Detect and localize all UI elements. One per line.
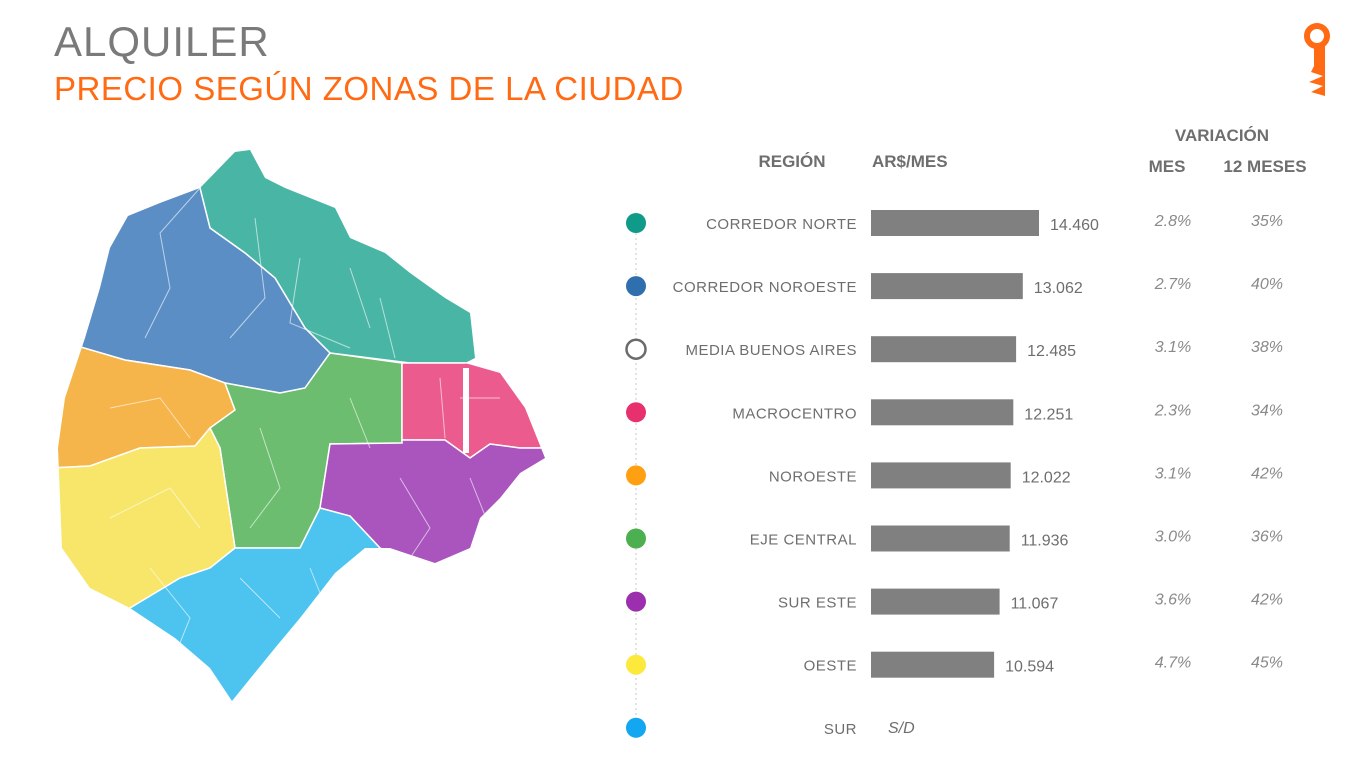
price-value-label: 10.594: [1005, 659, 1054, 676]
month-variation-value: 2.3%: [1154, 402, 1191, 419]
price-value-label: 12.485: [1027, 343, 1076, 360]
year-variation-value: 35%: [1251, 213, 1283, 230]
city-zones-map: [58, 150, 545, 701]
year-variation-value: 42%: [1251, 592, 1283, 609]
map-port-channel: [463, 368, 469, 453]
year-variation-value: 38%: [1251, 339, 1283, 356]
column-header-month: MES: [1149, 157, 1186, 176]
year-variation-value: 34%: [1251, 402, 1283, 419]
price-bar: [871, 399, 1014, 426]
region-label: SUR: [824, 721, 857, 738]
price-bar: [871, 336, 1017, 363]
price-bar: [871, 462, 1011, 489]
price-bar: [871, 273, 1023, 300]
region-marker: [626, 591, 646, 612]
column-header-12-months: 12 MESES: [1223, 157, 1306, 176]
column-header-region: REGIÓN: [758, 152, 825, 171]
price-value-label: 11.067: [1011, 596, 1059, 613]
region-marker: [626, 528, 646, 549]
region-marker: [626, 654, 646, 675]
price-bar: [871, 210, 1039, 236]
price-value-label: 14.460: [1050, 217, 1099, 234]
region-label: OESTE: [804, 658, 857, 675]
map-zones-group: [58, 150, 545, 701]
region-marker: [626, 717, 646, 738]
region-marker: [625, 338, 647, 360]
month-variation-value: 2.7%: [1154, 276, 1191, 293]
price-table-chart: REGIÓN AR$/MES VARIACIÓN MES 12 MESES CORREDO…: [625, 126, 1307, 738]
region-marker: [626, 402, 646, 423]
month-variation-value: 3.6%: [1155, 592, 1191, 609]
month-variation-value: 3.0%: [1155, 529, 1191, 546]
region-label: EJE CENTRAL: [750, 532, 857, 549]
year-variation-value: 40%: [1251, 276, 1283, 293]
month-variation-value: 2.8%: [1154, 213, 1191, 230]
map-borders: [109, 187, 500, 669]
region-label: MEDIA BUENOS AIRES: [685, 342, 857, 359]
region-marker: [626, 276, 646, 297]
region-label: NOROESTE: [769, 468, 857, 485]
region-label: CORREDOR NOROESTE: [673, 279, 857, 296]
region-label: MACROCENTRO: [732, 405, 857, 422]
price-value-label: 11.936: [1021, 533, 1069, 550]
price-value-label: 13.062: [1034, 280, 1083, 297]
page-title: ALQUILER: [54, 18, 270, 65]
year-variation-value: 42%: [1251, 465, 1283, 482]
price-bar: [871, 651, 995, 678]
year-variation-value: 36%: [1251, 529, 1283, 546]
price-value-label: 12.022: [1022, 469, 1071, 486]
column-header-variation: VARIACIÓN: [1175, 126, 1269, 145]
price-value-label: S/D: [888, 720, 915, 737]
year-variation-value: 45%: [1251, 655, 1283, 672]
month-variation-value: 4.7%: [1155, 655, 1191, 672]
price-value-label: 12.251: [1024, 406, 1073, 423]
key-logo-icon: [1304, 23, 1330, 96]
month-variation-value: 3.1%: [1155, 465, 1191, 482]
region-label: SUR ESTE: [778, 595, 857, 612]
region-label: CORREDOR NORTE: [706, 216, 857, 233]
price-bar: [871, 525, 1010, 552]
month-variation-value: 3.1%: [1155, 339, 1191, 356]
region-marker: [626, 465, 646, 486]
column-header-price: AR$/MES: [872, 152, 948, 171]
price-bar: [871, 588, 1000, 615]
region-marker: [626, 213, 646, 233]
page-subtitle: PRECIO SEGÚN ZONAS DE LA CIUDAD: [54, 70, 684, 107]
